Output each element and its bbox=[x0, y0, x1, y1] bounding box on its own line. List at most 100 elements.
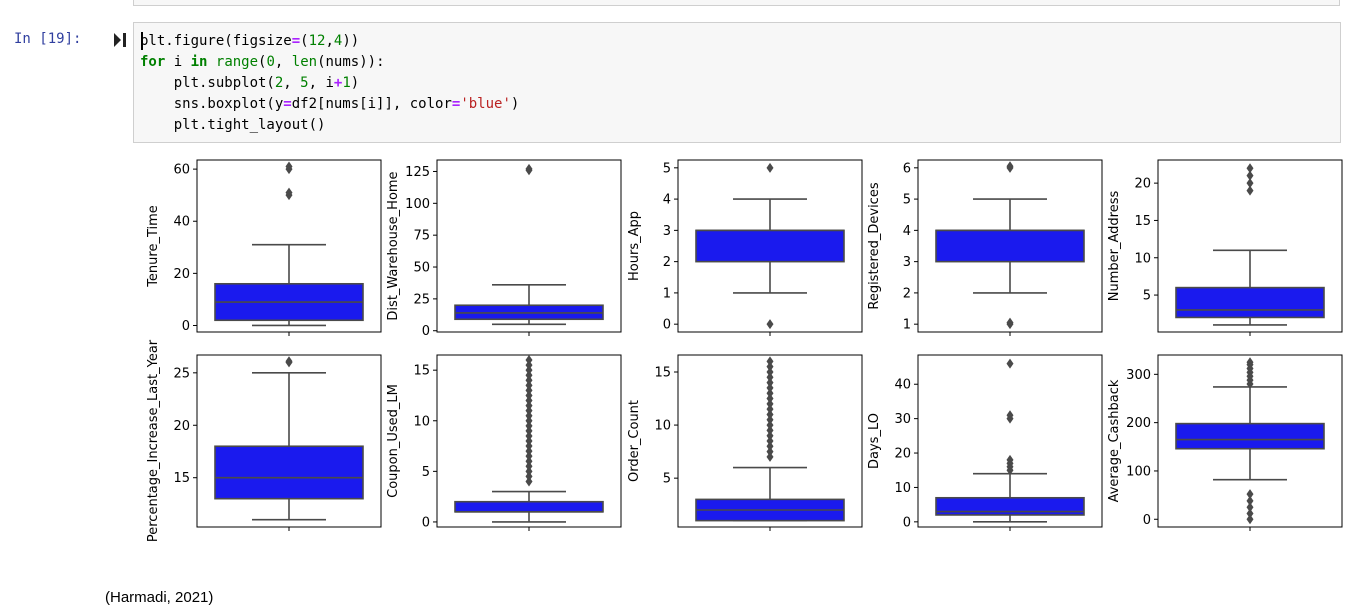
outlier-point bbox=[1246, 508, 1254, 519]
code-token: , bbox=[283, 75, 301, 91]
run-cell-icon[interactable] bbox=[113, 32, 127, 48]
cell-prompt: In [19]: bbox=[14, 31, 82, 47]
y-axis-label: Coupon_Used_LM bbox=[386, 384, 401, 498]
code-editor[interactable]: plt.figure(figsize=(12,4)) for i in rang… bbox=[140, 31, 519, 136]
outlier-point bbox=[525, 451, 533, 462]
outlier-point bbox=[525, 446, 533, 457]
outlier-point bbox=[766, 361, 774, 372]
outlier-point bbox=[766, 441, 774, 452]
outlier-point bbox=[766, 430, 774, 441]
outlier-point bbox=[285, 161, 293, 172]
outlier-point bbox=[525, 400, 533, 411]
boxplot-registered-devices: 1 2 3 4 5 6 Registered_Devices bbox=[867, 159, 1103, 336]
y-tick-label: 15 bbox=[654, 365, 671, 380]
y-axis-label: Average_Cashback bbox=[1107, 379, 1122, 502]
y-tick-label: 3 bbox=[663, 224, 671, 239]
y-tick-label: 10 bbox=[413, 414, 430, 429]
outlier-point bbox=[766, 420, 774, 431]
y-tick-label: 10 bbox=[654, 419, 671, 434]
code-token: i bbox=[165, 54, 191, 70]
boxplot-number-address: 5 10 15 20 Number_Address bbox=[1107, 159, 1343, 336]
code-token: ) bbox=[510, 96, 520, 112]
y-tick-label: 40 bbox=[894, 378, 911, 393]
code-token: , i bbox=[308, 75, 334, 91]
y-tick-label: 0 bbox=[182, 319, 190, 334]
outlier-point bbox=[766, 393, 774, 404]
outlier-point bbox=[766, 451, 774, 462]
outlier-point bbox=[525, 390, 533, 401]
y-axis-label: Days_LO bbox=[867, 413, 882, 469]
code-token: ( bbox=[300, 33, 309, 49]
y-axis-label: Order_Count bbox=[627, 400, 642, 482]
boxplot-dist-warehouse-home: 0 25 50 75 100 125 Dist_Warehouse_Home bbox=[386, 159, 622, 339]
outlier-point bbox=[525, 420, 533, 431]
code-cell-input[interactable]: plt.figure(figsize=(12,4)) for i in rang… bbox=[133, 22, 1341, 143]
code-line: plt.figure(figsize=(12,4)) bbox=[140, 33, 359, 49]
y-tick-label: 1 bbox=[663, 286, 671, 301]
outlier-point bbox=[525, 163, 533, 174]
outlier-point bbox=[766, 356, 774, 367]
code-token: in bbox=[190, 54, 208, 70]
y-tick-label: 20 bbox=[894, 447, 911, 462]
code-token bbox=[207, 54, 215, 70]
code-token: 2 bbox=[274, 75, 284, 91]
outlier-point bbox=[1006, 161, 1014, 172]
outlier-point bbox=[525, 436, 533, 446]
outlier-point bbox=[1006, 410, 1014, 421]
code-token: 12 bbox=[308, 33, 326, 49]
y-tick-label: 0 bbox=[422, 324, 430, 339]
code-token: + bbox=[333, 75, 343, 91]
y-tick-label: 5 bbox=[663, 161, 671, 176]
boxplot-hours-app: 0 1 2 3 4 5 Hours_App bbox=[627, 159, 863, 336]
iqr-box bbox=[454, 500, 604, 513]
code-line: sns.boxplot(y=df2[nums[i]], color='blue'… bbox=[140, 96, 520, 112]
outlier-point bbox=[1246, 357, 1254, 368]
code-token: = bbox=[283, 96, 292, 112]
y-tick-label: 125 bbox=[405, 165, 430, 180]
iqr-box bbox=[695, 229, 845, 263]
y-tick-label: 20 bbox=[173, 267, 190, 282]
y-tick-label: 2 bbox=[903, 286, 911, 301]
outlier-point bbox=[766, 319, 774, 330]
y-tick-label: 2 bbox=[663, 255, 671, 270]
y-tick-label: 4 bbox=[903, 224, 911, 239]
y-tick-label: 15 bbox=[1134, 214, 1151, 229]
y-axis-label: Registered_Devices bbox=[867, 182, 882, 309]
outlier-point bbox=[1246, 514, 1254, 525]
outlier-point bbox=[525, 355, 533, 366]
code-token: plt.tight_layout() bbox=[140, 117, 326, 133]
boxplot-average-cashback: 0 100 200 300 Average_Cashback bbox=[1107, 354, 1343, 531]
iqr-box bbox=[935, 496, 1085, 516]
outlier-point bbox=[525, 385, 533, 396]
y-tick-label: 3 bbox=[903, 255, 911, 270]
y-tick-label: 30 bbox=[894, 412, 911, 427]
y-tick-label: 25 bbox=[173, 366, 190, 381]
outlier-point bbox=[285, 356, 293, 367]
y-axis-label: Hours_App bbox=[627, 211, 642, 281]
code-token: ( bbox=[258, 54, 267, 70]
y-tick-label: 20 bbox=[173, 419, 190, 434]
y-axis-label: Percentage_Increase_Last_Year bbox=[146, 339, 161, 542]
outlier-point bbox=[1006, 454, 1014, 465]
code-token: = bbox=[451, 96, 461, 112]
y-tick-label: 4 bbox=[663, 193, 671, 208]
outlier-point bbox=[525, 375, 533, 386]
y-tick-label: 5 bbox=[663, 472, 671, 487]
outlier-point bbox=[525, 441, 533, 452]
outlier-point bbox=[1006, 358, 1014, 369]
y-tick-label: 25 bbox=[413, 292, 430, 307]
y-tick-label: 5 bbox=[903, 193, 911, 208]
outlier-point bbox=[766, 388, 774, 399]
code-token: range bbox=[215, 54, 259, 70]
outlier-point bbox=[766, 398, 774, 409]
code-token: , bbox=[274, 54, 292, 70]
code-token: 1 bbox=[342, 75, 351, 91]
code-token: sns.boxplot(y bbox=[140, 96, 284, 112]
outlier-point bbox=[525, 380, 533, 391]
code-token: (nums)): bbox=[317, 54, 385, 70]
outlier-point bbox=[1246, 502, 1254, 513]
code-token: for bbox=[140, 54, 166, 70]
code-token: len bbox=[291, 54, 318, 70]
outlier-point bbox=[766, 382, 774, 393]
outlier-point bbox=[285, 187, 293, 198]
